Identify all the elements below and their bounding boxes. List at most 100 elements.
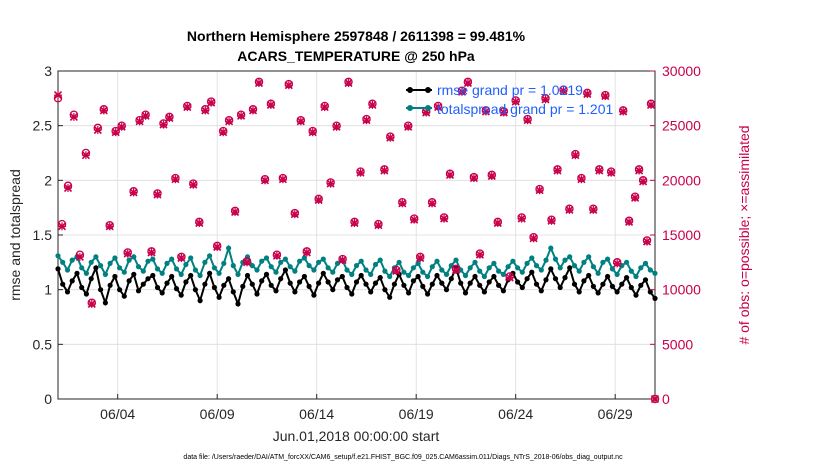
obs-assimilated-point bbox=[434, 103, 443, 112]
obs-assimilated-point bbox=[607, 168, 616, 177]
totalspread-point bbox=[64, 267, 71, 273]
totalspread-point bbox=[567, 254, 573, 260]
rmse-point bbox=[273, 288, 279, 294]
rmse-point bbox=[268, 282, 274, 288]
rmse-point bbox=[462, 290, 469, 296]
y-tick-label: 1 bbox=[44, 282, 52, 298]
rmse-point bbox=[183, 279, 189, 285]
rmse-point bbox=[297, 279, 303, 285]
obs-assimilated-point bbox=[523, 116, 532, 125]
legend-spread-label: totalspread grand pr = 1.201 bbox=[437, 101, 614, 117]
rmse-point bbox=[254, 291, 260, 297]
obs-assimilated-point bbox=[57, 222, 67, 231]
rmse-point bbox=[188, 272, 194, 279]
totalspread-point bbox=[107, 260, 113, 266]
totalspread-point bbox=[552, 256, 559, 262]
obs-assimilated-point bbox=[589, 205, 598, 214]
rmse-point bbox=[93, 265, 99, 271]
obs-assimilated-point bbox=[416, 253, 425, 263]
obs-assimilated-point bbox=[350, 218, 359, 228]
totalspread-point bbox=[316, 259, 322, 265]
totalspread-point bbox=[297, 258, 303, 264]
obs-assimilated-point bbox=[553, 166, 562, 175]
rmse-point bbox=[363, 281, 369, 287]
totalspread-point bbox=[259, 258, 265, 264]
obs-assimilated-point bbox=[404, 122, 413, 131]
totalspread-point bbox=[600, 259, 606, 265]
obs-assimilated-point bbox=[517, 214, 526, 223]
obs-assimilated-point bbox=[428, 199, 437, 208]
y-right-tick-label: 10000 bbox=[662, 282, 701, 298]
rmse-point bbox=[401, 282, 407, 288]
totalspread-point bbox=[154, 266, 161, 272]
rmse-point bbox=[609, 283, 616, 289]
obs-assimilated-point bbox=[398, 199, 407, 208]
totalspread-point bbox=[496, 268, 502, 274]
y-axis-right-label: # of obs: o=possible; ×=assimilated bbox=[736, 125, 752, 344]
obs-assimilated-point bbox=[225, 117, 234, 126]
totalspread-point bbox=[401, 269, 407, 275]
rmse-point bbox=[477, 282, 483, 288]
rmse-point bbox=[486, 279, 492, 285]
totalspread-point bbox=[467, 265, 473, 271]
rmse-point bbox=[410, 278, 416, 284]
totalspread-point bbox=[382, 268, 388, 274]
y-tick-label: 0 bbox=[44, 391, 52, 407]
obs-assimilated-point bbox=[237, 111, 246, 120]
obs-assimilated-point bbox=[254, 78, 264, 88]
rmse-point bbox=[145, 276, 151, 282]
rmse-point bbox=[230, 289, 236, 295]
totalspread-point bbox=[406, 272, 412, 279]
totalspread-point bbox=[249, 263, 255, 269]
obs-assimilated-point bbox=[159, 120, 168, 129]
totalspread-point bbox=[571, 263, 578, 269]
rmse-point bbox=[605, 273, 611, 280]
rmse-point bbox=[472, 273, 478, 280]
rmse-point bbox=[567, 265, 573, 271]
obs-assimilated-point bbox=[487, 171, 496, 181]
totalspread-point bbox=[273, 269, 279, 275]
x-tick-label: 06/04 bbox=[100, 406, 135, 422]
obs-assimilated-point bbox=[565, 205, 574, 214]
totalspread-point bbox=[183, 261, 189, 268]
obs-assimilated-point bbox=[129, 188, 138, 197]
rmse-point bbox=[638, 282, 644, 288]
obs-assimilated-point bbox=[296, 117, 305, 126]
totalspread-point bbox=[211, 265, 217, 271]
rmse-point bbox=[64, 289, 71, 295]
rmse-point bbox=[154, 284, 161, 291]
rmse-point bbox=[278, 276, 284, 282]
rmse-point bbox=[548, 266, 554, 272]
totalspread-point bbox=[358, 258, 364, 264]
rmse-point bbox=[83, 291, 89, 297]
rmse-point bbox=[368, 289, 374, 295]
rmse-point bbox=[334, 277, 341, 283]
obs-assimilated-point bbox=[571, 151, 580, 160]
rmse-point bbox=[496, 282, 502, 288]
rmse-point bbox=[282, 267, 288, 273]
chart-title: Northern Hemisphere 2597848 / 2611398 = … bbox=[187, 28, 526, 44]
x-tick-label: 06/09 bbox=[200, 406, 235, 422]
obs-assimilated-point bbox=[356, 168, 365, 177]
totalspread-point bbox=[330, 269, 336, 275]
obs-assimilated-point bbox=[547, 216, 556, 225]
totalspread-point bbox=[581, 259, 587, 265]
totalspread-point bbox=[207, 253, 213, 259]
rmse-point bbox=[562, 275, 568, 281]
rmse-point bbox=[595, 290, 601, 296]
totalspread-point bbox=[477, 268, 483, 274]
rmse-point bbox=[586, 272, 592, 279]
y-tick-label: 2.5 bbox=[33, 118, 53, 134]
obs-assimilated-point bbox=[248, 106, 258, 115]
obs-assimilated-point bbox=[123, 249, 132, 258]
rmse-point bbox=[88, 276, 94, 282]
rmse-point bbox=[458, 280, 464, 286]
totalspread-point bbox=[282, 256, 288, 262]
rmse-point bbox=[372, 280, 379, 286]
rmse-point bbox=[301, 273, 307, 280]
totalspread-point bbox=[164, 260, 170, 266]
totalspread-point bbox=[372, 261, 379, 268]
totalspread-point bbox=[169, 256, 175, 262]
legend: rmse grand pr = 1.0219 totalspread grand… bbox=[406, 82, 614, 117]
rmse-point bbox=[439, 280, 445, 286]
